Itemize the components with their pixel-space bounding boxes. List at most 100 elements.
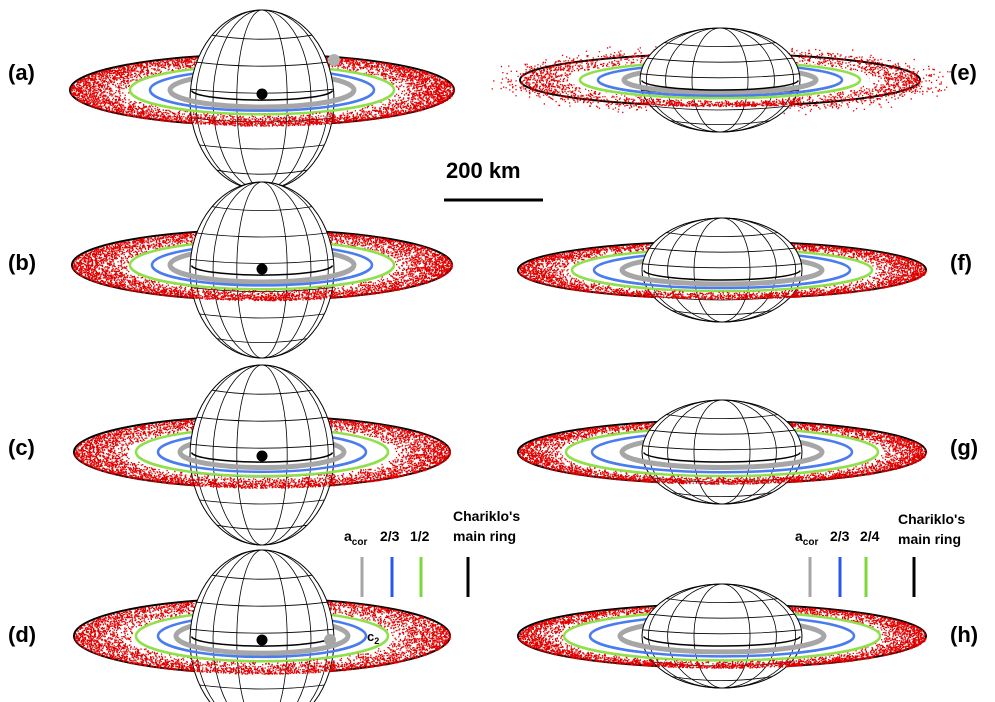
resonance-outer-front: [579, 80, 861, 100]
resonance-2-3-front: [589, 637, 855, 658]
moon-marker: [256, 263, 268, 275]
resonance-2-3-front: [597, 80, 843, 98]
particle-front-dots: [642, 289, 803, 300]
corotation-ring-front: [169, 265, 355, 285]
parallel-0: [211, 34, 313, 40]
parallel-1: [647, 57, 793, 63]
scale-bar-label: 200 km: [446, 158, 521, 183]
body-equator: [190, 90, 334, 101]
legend-left-12-label: 1/2: [410, 528, 430, 544]
panel-h: [517, 583, 927, 689]
panel-label-f: (f): [950, 250, 972, 275]
resonance-2-3-front: [157, 637, 367, 659]
corotation-ring-front: [619, 636, 825, 655]
meridian-2: [646, 27, 795, 133]
legend-right-23-label: 2/3: [830, 528, 850, 544]
parallel-4: [199, 684, 325, 690]
resonance-2-3-front: [157, 453, 367, 474]
particle-front: [190, 659, 335, 675]
corotation-ring-front: [178, 452, 346, 471]
legend-right-ring-label-2: main ring: [898, 531, 961, 547]
panel-label-h: (h): [950, 622, 978, 647]
moon-marker: [256, 634, 268, 646]
parallel-1: [649, 613, 795, 619]
moon-marker: [256, 450, 268, 462]
body-equator: [643, 636, 801, 647]
parallel-2: [642, 445, 802, 451]
resonance-2-3-front: [149, 91, 375, 112]
meridian-2: [648, 217, 797, 323]
body-equator: [190, 265, 334, 276]
panel-label-a: (a): [8, 60, 35, 85]
particle-front-dots: [640, 97, 801, 108]
parallel-5: [671, 676, 773, 681]
ring-front-half: [129, 265, 395, 291]
ring-front-half: [571, 270, 873, 293]
particle-front: [190, 474, 336, 489]
parallel-0: [666, 598, 778, 603]
ring-front-half: [565, 452, 879, 478]
particle-front: [190, 286, 336, 302]
corotation-ring-front: [623, 79, 817, 95]
resonance-2-3-front: [151, 266, 373, 287]
resonance-outer-front: [129, 91, 395, 116]
panel-label-d: (d): [8, 622, 36, 647]
parallel-2: [642, 629, 802, 635]
moon-marker: [256, 88, 268, 100]
parallel-2: [190, 259, 334, 264]
parallel-2: [190, 443, 334, 449]
resonance-2-3-front: [591, 453, 853, 474]
parallel-3: [191, 287, 333, 292]
panel-label-b: (b): [8, 250, 36, 275]
parallel-2: [190, 628, 334, 634]
particle-front: [642, 473, 804, 485]
parallel-4: [199, 313, 325, 319]
particle-front-dots: [642, 473, 804, 485]
particle-front: [642, 289, 803, 300]
parallel-5: [669, 120, 771, 125]
parallel-2: [642, 263, 802, 269]
secondary-marker: [328, 54, 340, 66]
parallel-1: [196, 61, 328, 67]
ring-front-half: [129, 90, 395, 116]
body-outline: [189, 549, 335, 702]
particle-front-dots: [190, 474, 336, 489]
legend-right-24-label: 2/4: [860, 528, 880, 544]
panel-label-g: (g): [950, 435, 978, 460]
legend-right-ring-label-1: Chariklo's: [898, 511, 965, 527]
panel-label-e: (e): [950, 60, 977, 85]
resonance-outer-front: [565, 453, 879, 478]
body-outline: [641, 583, 803, 689]
body-equator: [643, 270, 801, 281]
parallel-0: [666, 232, 778, 237]
parallel-1: [196, 601, 328, 607]
body-outline: [641, 217, 803, 323]
parallel-0: [666, 414, 778, 419]
parallel-0: [211, 389, 313, 395]
panel-d: [73, 549, 452, 702]
parallel-1: [649, 429, 795, 435]
parallel-1: [196, 416, 328, 422]
corotation-ring-front: [621, 270, 823, 287]
parallel-2: [640, 73, 800, 79]
particle-cloud-2: [74, 416, 452, 489]
parallel-4: [199, 499, 325, 505]
ring-front-half: [579, 79, 861, 100]
legend-right-acor-label: acor: [795, 528, 818, 548]
parallel-1: [649, 247, 795, 253]
particle-front: [640, 97, 801, 108]
meridian-2: [648, 583, 797, 689]
parallel-0: [664, 42, 776, 47]
parallel-1: [196, 232, 328, 238]
body-outline: [639, 27, 801, 133]
parallel-0: [211, 574, 313, 580]
panel-c: [73, 364, 452, 546]
panel-label-c: (c): [8, 435, 35, 460]
panels-layer: [69, 9, 951, 702]
body-outline: [641, 399, 803, 505]
particle-front: [190, 111, 336, 127]
parallel-5: [216, 169, 308, 175]
ring-front-half: [135, 452, 389, 478]
parallel-5: [671, 310, 773, 315]
